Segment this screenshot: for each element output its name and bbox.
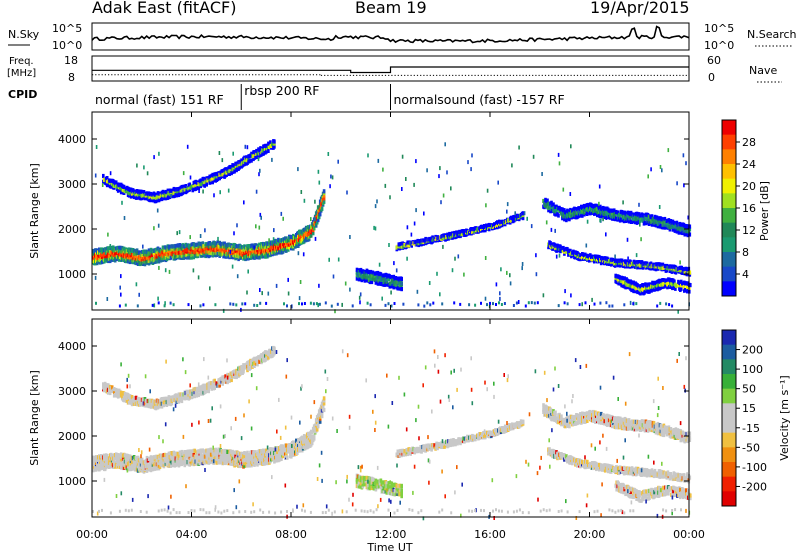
noise-right-tick-bottom: 10^0 — [704, 39, 734, 52]
power-colorbar-tick-4: 12 — [742, 224, 756, 237]
noise-left-tick-bottom: 10^0 — [52, 39, 82, 52]
velocity-echoes — [92, 345, 692, 521]
nave-right-tick-bottom: 0 — [708, 71, 715, 84]
velocity-y-tick-1: 2000 — [58, 430, 86, 443]
noise-panel: N.Sky 10^5 10^0 10^5 10^0 N.Search — [8, 22, 797, 52]
power-y-tick-3: 4000 — [58, 133, 86, 146]
freq-left-label-2: [MHz] — [7, 68, 36, 79]
freq-left-tick-top: 18 — [64, 54, 78, 67]
noise-trace — [91, 25, 690, 44]
velocity-y-tick-3: 4000 — [58, 340, 86, 353]
power-colorbar-tick-3: 16 — [742, 202, 756, 215]
velocity-colorbar-tick-0: 200 — [742, 344, 763, 357]
cpid-segment-label-2: normalsound (fast) -157 RF — [394, 92, 565, 107]
cpid-label: CPID — [8, 88, 37, 101]
noise-right-tick-top: 10^5 — [704, 22, 734, 35]
noise-left-label: N.Sky — [8, 28, 40, 41]
cpid-row: normal (fast) 151 RF rbsp 200 RF normals… — [95, 83, 565, 110]
cpid-segment-label-0: normal (fast) 151 RF — [95, 92, 224, 107]
power-y-tick-2: 3000 — [58, 178, 86, 191]
freq-panel: Freq. [MHz] 18 8 60 0 Nave CPID — [7, 54, 782, 101]
velocity-colorbar-tick-7: -200 — [742, 480, 767, 493]
x-axis-label: Time UT — [366, 541, 412, 554]
velocity-colorbar: 200 100 50 15 -15 -50 -100 -200 — [721, 329, 767, 507]
velocity-y-tick-0: 1000 — [58, 475, 86, 488]
power-colorbar-tick-5: 8 — [742, 246, 749, 259]
cpid-segment-label-1: rbsp 200 RF — [244, 83, 319, 98]
power-colorbar-tick-0: 28 — [742, 136, 756, 149]
noise-left-tick-top: 10^5 — [52, 22, 82, 35]
velocity-y-ticks: 1000 2000 3000 4000 — [58, 340, 689, 488]
header-title-center: Beam 19 — [355, 0, 427, 17]
power-panel: 1000 2000 3000 4000 Slant Range [km] 28 24 20… — [28, 111, 771, 314]
x-axis-ticks: 00:00 04:00 08:00 12:00 16:00 20:00 00:00 — [76, 112, 705, 541]
velocity-y-label: Slant Range [km] — [28, 370, 41, 466]
velocity-colorbar-tick-3: 15 — [742, 402, 756, 415]
velocity-colorbar-tick-4: -15 — [742, 422, 760, 435]
freq-trace — [92, 66, 689, 74]
x-tick-3: 12:00 — [375, 528, 407, 541]
velocity-colorbar-tick-6: -100 — [742, 461, 767, 474]
power-y-tick-1: 2000 — [58, 223, 86, 236]
power-colorbar-label: Power [dB] — [758, 181, 771, 241]
x-tick-0: 00:00 — [76, 528, 108, 541]
power-colorbar-tick-1: 24 — [742, 158, 756, 171]
x-tick-5: 20:00 — [574, 528, 606, 541]
velocity-y-tick-2: 3000 — [58, 385, 86, 398]
header-title-right: 19/Apr/2015 — [590, 0, 690, 17]
power-colorbar: 28 24 20 16 12 8 4 — [721, 119, 756, 297]
power-y-label: Slant Range [km] — [28, 163, 41, 259]
velocity-colorbar-label: Velocity [m s⁻¹] — [778, 375, 791, 460]
power-y-ticks: 1000 2000 3000 4000 — [58, 133, 689, 281]
power-colorbar-tick-2: 20 — [742, 180, 756, 193]
noise-right-label: N.Search — [747, 28, 797, 41]
power-echoes — [92, 139, 692, 314]
velocity-colorbar-tick-2: 50 — [742, 383, 756, 396]
power-y-tick-0: 1000 — [58, 268, 86, 281]
velocity-panel: 1000 2000 3000 4000 Slant Range [km] 200 100… — [28, 318, 791, 521]
freq-left-label-1: Freq. — [9, 56, 34, 67]
header-title-left: Adak East (fitACF) — [92, 0, 237, 17]
nave-right-tick-top: 60 — [707, 54, 721, 67]
x-tick-6: 00:00 — [673, 528, 705, 541]
velocity-colorbar-tick-5: -50 — [742, 441, 760, 454]
power-colorbar-tick-6: 4 — [742, 268, 749, 281]
x-tick-2: 08:00 — [275, 528, 307, 541]
nave-trace — [92, 74, 689, 76]
nave-right-label: Nave — [749, 64, 777, 77]
x-tick-1: 04:00 — [176, 528, 208, 541]
x-tick-4: 16:00 — [474, 528, 506, 541]
freq-left-tick-bottom: 8 — [68, 71, 75, 84]
velocity-colorbar-tick-1: 100 — [742, 363, 763, 376]
